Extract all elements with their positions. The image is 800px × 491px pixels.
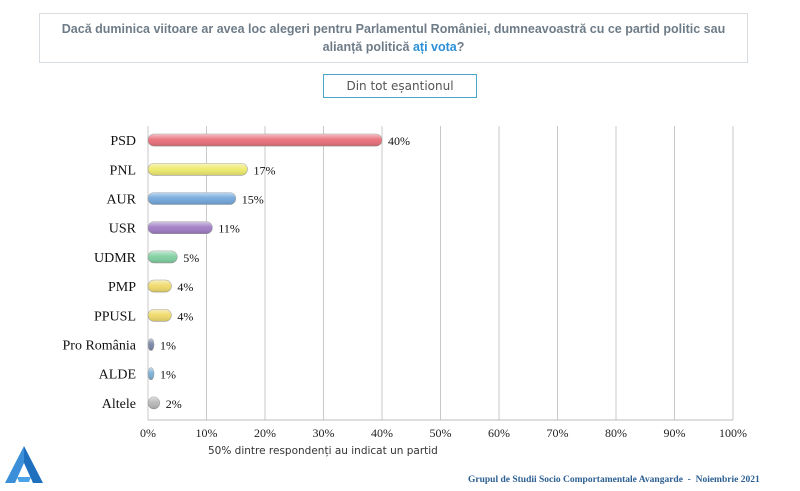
value-label: 15% — [242, 193, 264, 207]
bar-gloss — [148, 250, 178, 263]
bar-gloss — [148, 221, 213, 234]
x-tick-label: 40% — [371, 426, 393, 440]
value-label: 4% — [177, 280, 193, 294]
category-label: PMP — [108, 280, 136, 295]
avangarde-logo-icon — [5, 446, 43, 483]
value-label: 1% — [160, 339, 176, 353]
question-text: Dacă duminica viitoare ar avea loc alege… — [58, 20, 729, 56]
footer-separator: - — [682, 475, 696, 485]
bar-gloss — [148, 134, 382, 147]
category-label: PPUSL — [94, 309, 136, 324]
category-label: Pro România — [63, 339, 137, 354]
footer-org: Grupul de Studii Socio Comportamentale A… — [468, 475, 683, 485]
bar-gloss — [148, 396, 160, 409]
value-label: 2% — [166, 397, 182, 411]
category-label: AUR — [106, 193, 136, 208]
value-label: 1% — [160, 368, 176, 382]
footer-date: Noiembrie 2021 — [695, 475, 760, 485]
category-label: PSD — [110, 134, 136, 149]
bar-gloss — [148, 338, 154, 351]
bar-gloss — [148, 367, 154, 380]
category-label: UDMR — [94, 251, 137, 266]
x-tick-label: 50% — [430, 426, 452, 440]
value-label: 4% — [177, 309, 193, 323]
footnote: 50% dintre respondenți au indicat un par… — [208, 445, 438, 457]
question-highlight: ați vota — [412, 40, 457, 54]
bar-gloss — [148, 280, 172, 293]
category-label: Altele — [102, 397, 136, 412]
sample-label: Din tot eșantionul — [346, 79, 454, 93]
value-label: 11% — [218, 222, 240, 236]
bar-gloss — [148, 192, 236, 205]
x-tick-label: 0% — [140, 426, 156, 440]
x-tick-label: 10% — [196, 426, 218, 440]
category-label: USR — [109, 222, 137, 237]
category-label: ALDE — [99, 368, 136, 383]
question-part2: ? — [456, 40, 465, 54]
x-tick-label: 90% — [664, 426, 686, 440]
question-part1: Dacă duminica viitoare ar avea loc alege… — [61, 22, 726, 54]
x-tick-label: 80% — [605, 426, 627, 440]
value-label: 40% — [388, 134, 410, 148]
footer: Grupul de Studii Socio Comportamentale A… — [468, 475, 760, 485]
value-label: 5% — [183, 251, 199, 265]
bar-gloss — [148, 309, 172, 322]
sample-label-box: Din tot eșantionul — [323, 74, 477, 98]
x-tick-label: 20% — [254, 426, 276, 440]
question-box: Dacă duminica viitoare ar avea loc alege… — [39, 13, 748, 63]
x-tick-label: 60% — [488, 426, 510, 440]
x-tick-label: 30% — [313, 426, 335, 440]
x-tick-label: 100% — [719, 426, 747, 440]
category-label: PNL — [110, 163, 136, 178]
bar-gloss — [148, 163, 248, 176]
value-label: 17% — [253, 163, 275, 177]
x-tick-label: 70% — [547, 426, 569, 440]
